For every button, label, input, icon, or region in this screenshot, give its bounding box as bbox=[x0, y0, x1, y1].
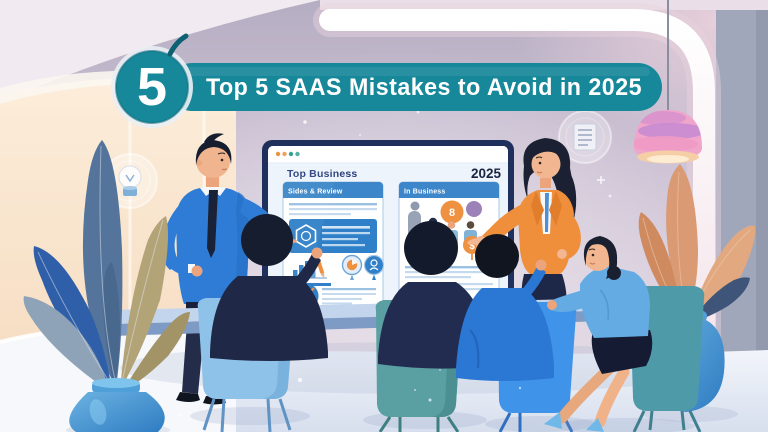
chair-legs bbox=[632, 410, 702, 432]
heel-shoe bbox=[544, 412, 562, 429]
badge-stem bbox=[167, 33, 189, 57]
leaf bbox=[23, 296, 111, 392]
neck bbox=[540, 178, 551, 188]
leaf-veins bbox=[37, 145, 164, 387]
eye bbox=[538, 161, 542, 165]
shield-icon bbox=[295, 224, 317, 248]
purple-circle bbox=[466, 201, 482, 217]
hand bbox=[191, 265, 203, 277]
raised-arm bbox=[520, 266, 546, 296]
pin-badges bbox=[341, 254, 385, 280]
text-lines bbox=[322, 288, 376, 305]
hair-bun bbox=[607, 266, 621, 280]
lapel bbox=[549, 191, 562, 226]
eye bbox=[591, 253, 595, 257]
lanyard bbox=[545, 193, 549, 232]
vase bbox=[69, 392, 165, 432]
stat-badge-number: 8 bbox=[449, 207, 455, 219]
leg bbox=[594, 366, 630, 428]
leaf bbox=[103, 262, 120, 388]
chair-legs bbox=[378, 416, 460, 432]
tie bbox=[207, 190, 218, 258]
raised-arm bbox=[294, 254, 321, 286]
screen-reflection bbox=[268, 163, 340, 308]
hand bbox=[547, 300, 557, 310]
text-lines bbox=[289, 203, 377, 216]
star-sparkle bbox=[597, 176, 605, 184]
shoe bbox=[176, 392, 200, 402]
badge-border bbox=[115, 50, 189, 124]
head-back bbox=[404, 221, 458, 275]
arm-on-table bbox=[550, 288, 592, 312]
mouth bbox=[221, 168, 227, 171]
attendee-dark-suit-1 bbox=[190, 214, 328, 432]
right-card-title: In Business bbox=[404, 189, 446, 196]
top-strip bbox=[320, 0, 768, 10]
left-card-title: Sides & Review bbox=[288, 189, 343, 196]
heel-shoe bbox=[586, 418, 604, 432]
leaf bbox=[120, 216, 168, 390]
arm-bent bbox=[161, 204, 190, 270]
hair bbox=[195, 140, 232, 165]
right-wall-edge bbox=[756, 10, 768, 368]
suit-back bbox=[456, 288, 554, 381]
ear bbox=[196, 160, 202, 166]
hand bbox=[535, 259, 547, 271]
lapel bbox=[531, 191, 544, 226]
card-header-fill bbox=[399, 192, 499, 198]
badge-circle bbox=[116, 51, 188, 123]
ceiling-swoosh bbox=[0, 0, 320, 102]
suit-back bbox=[210, 276, 328, 361]
badge-number: 5 bbox=[137, 57, 167, 117]
title-banner: Top 5 SAAS Mistakes to Avoid in 2025 5 bbox=[111, 33, 662, 128]
chrome-fill bbox=[268, 156, 508, 163]
banner-highlight bbox=[180, 67, 650, 76]
arm-on-hip bbox=[560, 212, 581, 260]
mouth bbox=[536, 171, 543, 174]
document-icon bbox=[558, 110, 612, 164]
head-back bbox=[475, 234, 519, 278]
mouth bbox=[589, 262, 596, 265]
lamp-glow bbox=[647, 155, 689, 163]
leaf-dark bbox=[692, 277, 750, 322]
hand bbox=[557, 249, 567, 259]
attendee-bright-blue bbox=[456, 234, 595, 432]
screen-window-title: Top Business bbox=[287, 168, 357, 180]
plant-left bbox=[23, 140, 190, 432]
card-header-fill bbox=[283, 192, 383, 198]
lamp-stripes bbox=[634, 111, 702, 152]
banner-title: Top 5 SAAS Mistakes to Avoid in 2025 bbox=[206, 74, 642, 101]
leaf bbox=[690, 225, 756, 318]
arch-frame bbox=[319, 9, 715, 377]
person-icon bbox=[370, 259, 378, 267]
window-control-dots bbox=[275, 151, 300, 157]
chair-legs bbox=[202, 398, 292, 432]
attendee-woman bbox=[544, 236, 705, 432]
hand bbox=[311, 247, 323, 259]
neck bbox=[206, 176, 219, 187]
eye bbox=[220, 158, 224, 162]
leaf bbox=[122, 312, 190, 392]
stat-circle bbox=[440, 200, 464, 224]
shield-feature-box bbox=[289, 219, 377, 253]
banner-pill bbox=[168, 63, 662, 111]
floor-sparkles bbox=[178, 378, 522, 417]
dollar-icon: $ bbox=[469, 241, 475, 252]
hair-bob bbox=[583, 236, 618, 279]
blouse bbox=[580, 266, 650, 338]
skirt bbox=[591, 330, 653, 374]
presenter-right bbox=[467, 138, 581, 306]
pendant-lamp bbox=[634, 0, 702, 164]
head-back bbox=[241, 214, 293, 266]
head bbox=[196, 144, 230, 178]
screen-year: 2025 bbox=[471, 166, 502, 181]
hair-front bbox=[530, 144, 562, 162]
